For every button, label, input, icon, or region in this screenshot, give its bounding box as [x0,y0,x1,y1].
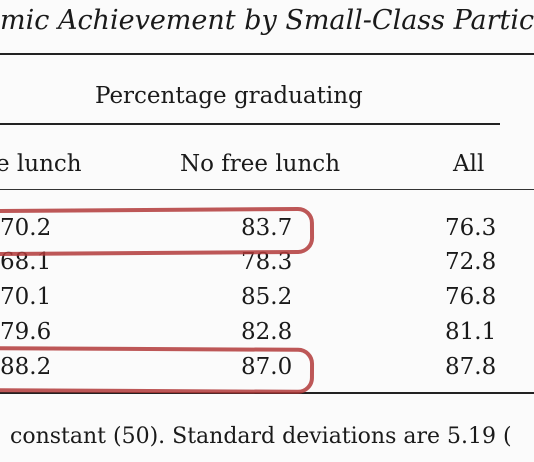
highlight-marker-row-5 [0,346,315,394]
highlight-marker-row-1 [0,206,315,257]
column-header-all: All [453,151,485,177]
table-title: mic Achievement by Small-Class Partic [0,5,534,36]
top-rule [0,53,534,55]
table-cell: 79.6 [0,319,52,345]
span-header: Percentage graduating [95,83,363,109]
table-cell: 70.1 [0,284,52,310]
table-footnote: constant (50). Standard deviations are 5… [10,424,512,449]
table-cell: 70.2 [0,215,52,241]
table-cell: 72.8 [445,249,497,275]
header-rule [0,189,534,191]
table-cell: 68.1 [0,249,52,275]
table-cell: 83.7 [241,215,293,241]
column-header-no-free-lunch: No free lunch [180,151,341,177]
bottom-rule [0,392,534,394]
table-cell: 81.1 [445,319,497,345]
table-cell: 82.8 [241,319,293,345]
table-cell: 88.2 [0,354,52,380]
table-cell: 85.2 [241,284,293,310]
table-cell: 78.3 [241,249,293,275]
table-cell: 87.0 [241,354,293,380]
column-header-free-lunch: e lunch [0,151,82,177]
table-cell: 76.3 [445,215,497,241]
span-header-rule [0,123,500,125]
table-cell: 87.8 [445,354,497,380]
table-cell: 76.8 [445,284,497,310]
